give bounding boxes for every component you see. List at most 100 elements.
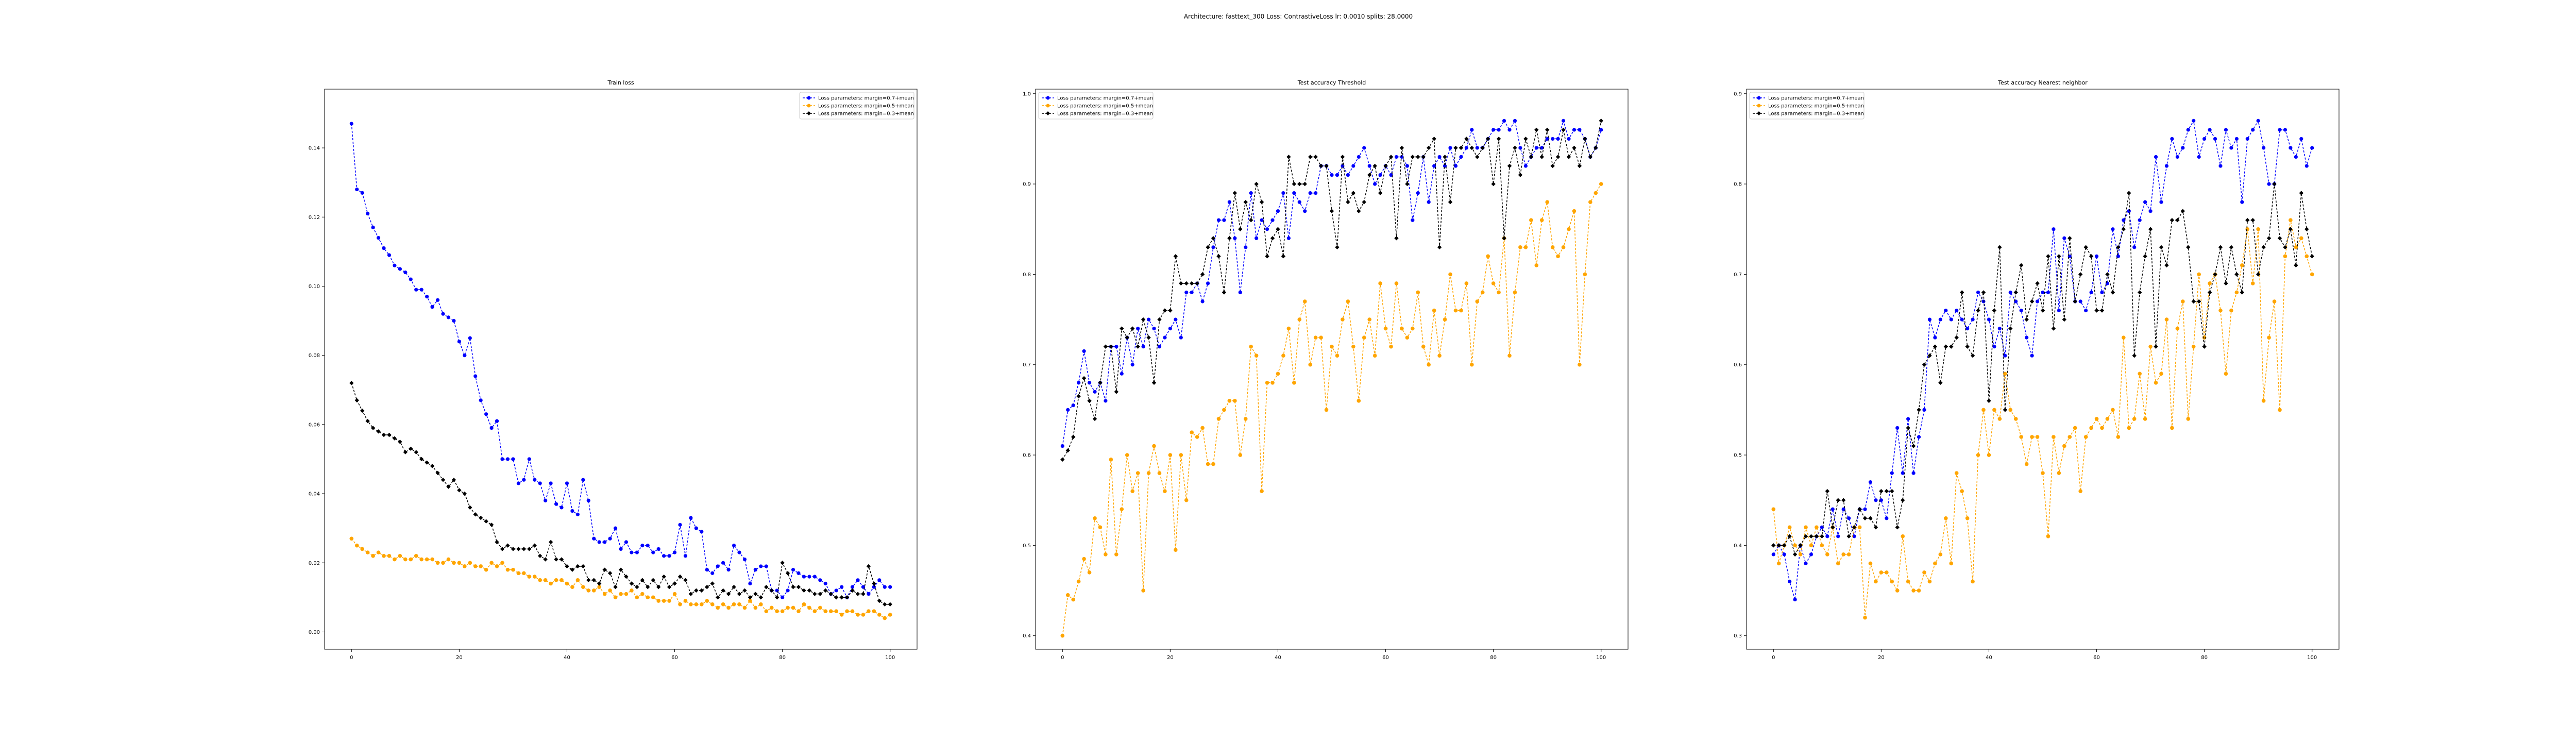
- legend-marker: [1757, 104, 1761, 108]
- data-point: [1313, 335, 1318, 340]
- data-point: [2159, 200, 2163, 204]
- data-point: [1981, 408, 1986, 412]
- data-point: [1211, 236, 1216, 241]
- data-point: [2186, 245, 2191, 250]
- data-point: [1388, 155, 1394, 159]
- data-point: [1836, 498, 1840, 502]
- x-tick-label: 100: [2307, 655, 2317, 661]
- data-point: [2062, 317, 2067, 322]
- data-point: [371, 225, 375, 229]
- y-tick-label: 0.00: [309, 630, 320, 635]
- data-point: [818, 578, 822, 582]
- data-point: [1292, 191, 1296, 195]
- data-point: [1529, 155, 1534, 159]
- data-point: [2003, 353, 2007, 358]
- data-point: [1959, 290, 1964, 295]
- data-point: [688, 592, 693, 596]
- data-point: [2084, 308, 2088, 313]
- data-point: [2294, 263, 2298, 268]
- data-point: [839, 595, 844, 600]
- data-point: [2234, 290, 2239, 295]
- data-point: [802, 588, 806, 593]
- data-point: [2122, 335, 2126, 340]
- data-point: [2073, 299, 2077, 304]
- data-point: [1125, 335, 1129, 340]
- legend-box: [1749, 92, 1865, 120]
- data-point: [1190, 290, 1194, 295]
- data-point: [1885, 570, 1889, 575]
- data-point: [521, 547, 527, 551]
- data-point: [624, 592, 629, 596]
- data-point: [1798, 552, 1803, 556]
- data-point: [1216, 417, 1221, 421]
- data-point: [2272, 181, 2277, 187]
- data-point: [1372, 163, 1377, 168]
- data-point: [425, 557, 429, 562]
- data-point: [1862, 516, 1868, 520]
- data-point: [1092, 416, 1097, 421]
- legend-marker: [1757, 111, 1761, 115]
- data-point: [484, 567, 488, 572]
- data-point: [710, 571, 715, 575]
- data-point: [440, 478, 446, 482]
- data-point: [1104, 399, 1108, 403]
- data-point: [1793, 597, 1797, 602]
- data-point: [1938, 380, 1943, 385]
- data-point: [548, 539, 553, 545]
- data-point: [1125, 453, 1129, 457]
- data-point: [2234, 272, 2239, 277]
- data-point: [1324, 163, 1329, 168]
- data-point: [1470, 128, 1474, 132]
- data-point: [419, 457, 424, 462]
- data-point: [1330, 173, 1334, 177]
- data-point: [376, 235, 381, 240]
- data-point: [1599, 128, 1603, 132]
- data-point: [2196, 299, 2201, 304]
- data-point: [2062, 444, 2066, 448]
- data-point: [1335, 173, 1340, 177]
- data-point: [834, 588, 838, 593]
- data-point: [1803, 534, 1808, 539]
- data-point: [2111, 227, 2115, 231]
- data-point: [1341, 317, 1345, 322]
- data-point: [538, 481, 542, 485]
- data-point: [544, 498, 548, 503]
- data-point: [500, 547, 505, 551]
- x-tick-label: 60: [1382, 655, 1389, 661]
- data-point: [732, 544, 736, 548]
- data-point: [430, 464, 435, 468]
- data-point: [867, 592, 871, 596]
- data-point: [867, 609, 871, 613]
- data-point: [1868, 480, 1873, 484]
- data-point: [1890, 579, 1894, 584]
- data-point: [2283, 254, 2287, 259]
- data-point: [500, 457, 504, 461]
- data-point: [1270, 380, 1275, 385]
- data-point: [700, 530, 704, 534]
- data-point: [823, 588, 828, 593]
- data-point: [473, 564, 478, 568]
- data-point: [786, 605, 790, 610]
- data-point: [1475, 299, 1480, 303]
- data-point: [1308, 362, 1312, 367]
- data-point: [678, 602, 682, 606]
- y-tick-label: 0.6: [1023, 453, 1031, 459]
- data-point: [1174, 317, 1178, 322]
- data-point: [2218, 308, 2223, 313]
- data-point: [1248, 218, 1253, 223]
- data-point: [1174, 548, 1178, 552]
- data-point: [764, 585, 769, 589]
- data-point: [484, 412, 488, 416]
- data-point: [425, 460, 429, 465]
- data-point: [1276, 227, 1280, 231]
- data-point: [1572, 145, 1577, 150]
- data-point: [1578, 362, 1582, 367]
- data-point: [1873, 525, 1878, 530]
- data-point: [1238, 227, 1243, 231]
- data-point: [667, 599, 671, 603]
- data-point: [603, 540, 607, 544]
- data-point: [812, 609, 817, 613]
- data-point: [1222, 408, 1226, 412]
- data-point: [1599, 182, 1603, 186]
- data-point: [560, 505, 564, 510]
